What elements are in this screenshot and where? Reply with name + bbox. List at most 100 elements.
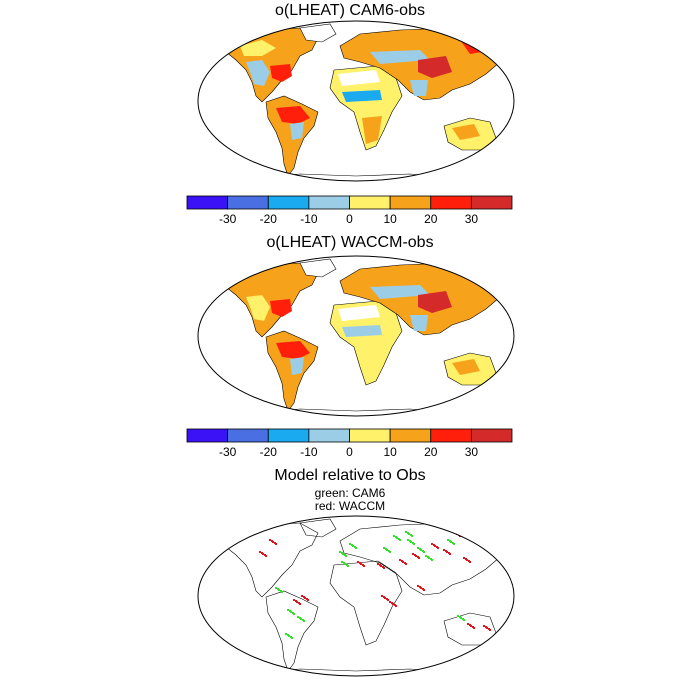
cam6-significance-marker bbox=[339, 551, 341, 553]
greenland bbox=[299, 23, 337, 43]
cam6-significance-marker bbox=[297, 616, 299, 618]
cam6-significance-marker bbox=[409, 540, 411, 542]
eurasia-cool-band bbox=[370, 50, 430, 64]
panel3-subtitle-waccm: red: WACCM bbox=[314, 499, 386, 513]
north-america-landmass bbox=[225, 262, 319, 338]
cam6-significance-marker bbox=[417, 547, 419, 549]
waccm-significance-marker bbox=[381, 595, 383, 597]
waccm-significance-marker bbox=[463, 557, 465, 559]
colorbar-tick-label: 10 bbox=[383, 212, 397, 226]
cam6-significance-marker bbox=[427, 556, 429, 558]
waccm-significance-marker bbox=[264, 554, 266, 556]
waccm-significance-marker bbox=[391, 602, 393, 604]
north-america-yellow bbox=[240, 40, 276, 56]
colorbar-swatch bbox=[186, 428, 229, 443]
waccm-significance-marker bbox=[412, 553, 414, 555]
waccm-significance-marker bbox=[436, 546, 438, 548]
waccm-significance-marker bbox=[357, 561, 359, 563]
cam6-significance-marker bbox=[393, 535, 395, 537]
waccm-significance-marker bbox=[295, 600, 297, 602]
cam6-significance-marker bbox=[287, 634, 289, 636]
waccm-significance-marker bbox=[422, 588, 424, 590]
waccm-significance-marker bbox=[362, 564, 364, 566]
waccm-significance-marker bbox=[386, 598, 388, 600]
north-america-warm-patch bbox=[270, 299, 292, 317]
waccm-significance-marker bbox=[469, 530, 471, 532]
map-panel-cam6 bbox=[197, 20, 515, 182]
cam6-significance-marker bbox=[459, 616, 461, 618]
north-america-west-cool bbox=[246, 60, 270, 86]
panel3-subtitle-cam6: green: CAM6 bbox=[314, 486, 386, 500]
cam6-significance-marker bbox=[354, 546, 356, 548]
waccm-significance-marker bbox=[483, 625, 485, 627]
panel3-title: Model relative to Obs bbox=[274, 467, 426, 484]
colorbar-swatch bbox=[186, 195, 229, 210]
cam6-significance-marker bbox=[395, 536, 397, 538]
waccm-significance-marker bbox=[359, 562, 361, 564]
australia-orange-patch bbox=[452, 359, 480, 375]
waccm-significance-marker bbox=[431, 543, 433, 545]
waccm-significance-marker bbox=[443, 549, 445, 551]
cam6-significance-marker bbox=[383, 547, 385, 549]
waccm-significance-marker bbox=[377, 563, 379, 565]
south-america-warm-patch bbox=[276, 341, 310, 359]
greenland-outline bbox=[299, 518, 337, 538]
map-panel-comparison bbox=[197, 515, 515, 677]
cam6-significance-marker bbox=[407, 532, 409, 534]
waccm-significance-marker bbox=[469, 624, 471, 626]
cam6-significance-marker bbox=[412, 542, 414, 544]
waccm-significance-marker bbox=[414, 554, 416, 556]
cam6-significance-marker bbox=[287, 609, 289, 611]
cam6-significance-marker bbox=[346, 564, 348, 566]
waccm-significance-marker bbox=[448, 552, 450, 554]
waccm-significance-marker bbox=[472, 626, 474, 628]
waccm-significance-marker bbox=[488, 628, 490, 630]
waccm-significance-marker bbox=[467, 623, 469, 625]
waccm-significance-marker bbox=[269, 539, 271, 541]
cam6-significance-marker bbox=[349, 543, 351, 545]
antarctica-outline bbox=[255, 173, 457, 179]
africa-cool-band bbox=[342, 325, 382, 337]
map-panel-waccm bbox=[197, 255, 515, 417]
cam6-significance-marker bbox=[302, 619, 304, 621]
colorbar-swatch bbox=[349, 195, 391, 210]
colorbar-tick-label: 30 bbox=[465, 212, 479, 226]
cam6-significance-marker bbox=[419, 548, 421, 550]
colorbar-swatch bbox=[389, 428, 432, 443]
waccm-significance-marker bbox=[301, 595, 303, 597]
waccm-significance-marker bbox=[477, 535, 479, 537]
map-border bbox=[197, 20, 515, 182]
waccm-significance-marker bbox=[259, 551, 261, 553]
waccm-significance-marker bbox=[467, 529, 469, 531]
colorbar-swatch bbox=[227, 195, 269, 210]
waccm-significance-marker bbox=[417, 585, 419, 587]
waccm-significance-marker bbox=[473, 533, 475, 535]
waccm-significance-marker bbox=[465, 558, 467, 560]
south-america-outline bbox=[265, 590, 319, 672]
waccm-significance-marker bbox=[470, 531, 472, 533]
waccm-significance-marker bbox=[379, 564, 381, 566]
colorbar-cam6: -30 -20 -10 0 10 20 30 bbox=[186, 195, 513, 226]
south-america-cool-patch bbox=[290, 122, 304, 140]
cam6-significance-marker bbox=[275, 587, 277, 589]
waccm-significance-marker bbox=[306, 598, 308, 600]
waccm-significance-marker bbox=[401, 560, 403, 562]
south-america-cool-patch bbox=[290, 357, 304, 375]
colorbar-tick-label: -10 bbox=[300, 445, 318, 459]
north-america-landmass bbox=[225, 27, 319, 103]
panel1-title: o(LHEAT) CAM6-obs bbox=[275, 2, 425, 19]
africa-sahara-white bbox=[338, 305, 380, 321]
cam6-significance-marker bbox=[462, 618, 464, 620]
significance-markers bbox=[259, 529, 491, 639]
cam6-significance-marker bbox=[385, 548, 387, 550]
eurasia-cool-band bbox=[370, 285, 430, 299]
cam6-significance-marker bbox=[280, 590, 282, 592]
map-border bbox=[197, 255, 515, 417]
colorbar-swatch bbox=[308, 428, 350, 443]
colorbar-swatch bbox=[267, 195, 310, 210]
colorbar-waccm: -30 -20 -10 0 10 20 30 bbox=[186, 428, 513, 459]
colorbar-tick-label: 0 bbox=[346, 212, 353, 226]
waccm-significance-marker bbox=[483, 539, 485, 541]
antarctica-outline bbox=[255, 668, 457, 674]
cam6-significance-marker bbox=[344, 554, 346, 556]
